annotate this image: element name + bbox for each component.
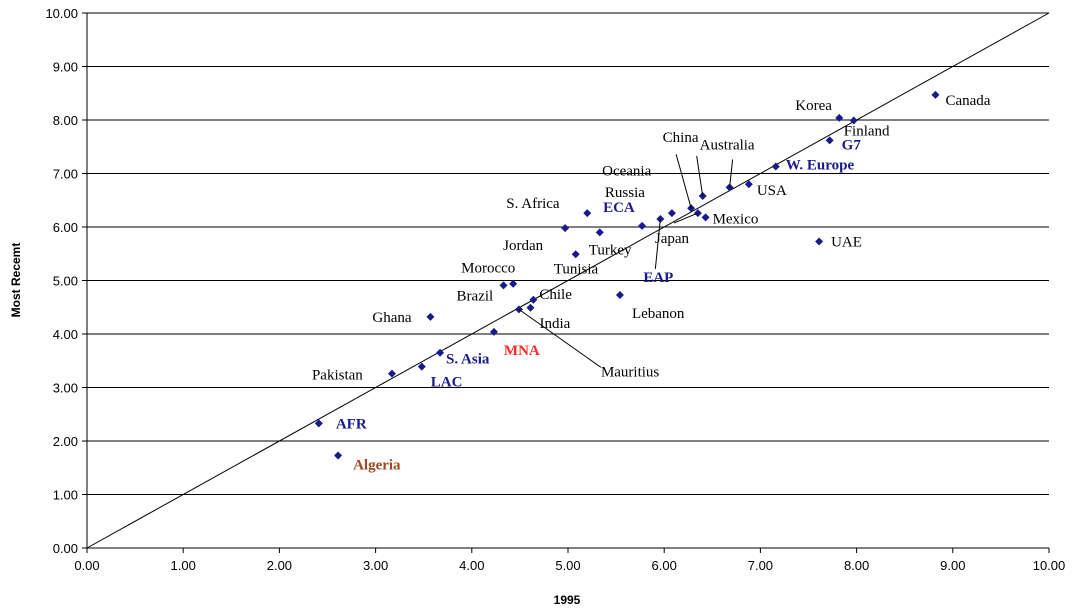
point-russia xyxy=(668,209,676,217)
label-india: India xyxy=(539,316,570,332)
y-tick-label-7: 7.00 xyxy=(53,167,78,182)
point-algeria xyxy=(334,451,342,459)
label-brazil: Brazil xyxy=(457,288,494,304)
y-tick-label-2: 2.00 xyxy=(53,434,78,449)
x-tick-label-3: 3.00 xyxy=(363,558,388,573)
label-canada: Canada xyxy=(945,93,990,109)
x-tick-label-8: 8.00 xyxy=(844,558,869,573)
label-eap: EAP xyxy=(643,270,673,286)
label-korea: Korea xyxy=(795,98,832,114)
x-tick-label-5: 5.00 xyxy=(555,558,580,573)
label-mexico: Mexico xyxy=(713,211,759,227)
label-usa: USA xyxy=(757,183,787,199)
y-tick-label-4: 4.00 xyxy=(53,327,78,342)
label-morocco: Morocco xyxy=(461,261,515,277)
point-lebanon xyxy=(616,291,624,299)
label-japan: Japan xyxy=(655,231,690,247)
label-ghana: Ghana xyxy=(372,310,411,326)
label-china: China xyxy=(663,130,699,146)
label-w-europe: W. Europe xyxy=(786,158,855,174)
point-brazil xyxy=(500,281,508,289)
x-tick-label-10: 10.00 xyxy=(1033,558,1066,573)
y-axis-title: Most Recemt xyxy=(9,243,23,318)
label-oceania: Oceania xyxy=(602,163,651,179)
label-afr: AFR xyxy=(336,416,367,432)
gridlines xyxy=(87,13,1049,495)
label-lebanon: Lebanon xyxy=(632,306,685,322)
point-mexico xyxy=(702,213,710,221)
leader-oceania xyxy=(676,154,691,208)
label-tunisia: Tunisia xyxy=(554,261,599,277)
label-jordan: Jordan xyxy=(503,238,543,254)
label-turkey: Turkey xyxy=(589,242,632,258)
x-tick-label-7: 7.00 xyxy=(748,558,773,573)
y-tick-label-6: 6.00 xyxy=(53,220,78,235)
y-tick-label-0: 0.00 xyxy=(53,541,78,556)
point-jordan xyxy=(561,224,569,232)
point-ghana xyxy=(426,313,434,321)
point-chile xyxy=(529,296,537,304)
label-uae: UAE xyxy=(831,234,862,250)
point-mna xyxy=(490,328,498,336)
x-tick-label-2: 2.00 xyxy=(267,558,292,573)
y-tick-label-9: 9.00 xyxy=(53,60,78,75)
point-labels: CanadaKoreaFinlandG7W. EuropeUSAAustrali… xyxy=(312,93,991,474)
label-s-asia: S. Asia xyxy=(446,352,490,368)
y-tick-label-10: 10.00 xyxy=(45,6,78,21)
label-australia: Australia xyxy=(700,137,755,153)
label-s-africa: S. Africa xyxy=(506,196,560,212)
point-korea xyxy=(835,114,843,122)
y-tick-label-3: 3.00 xyxy=(53,381,78,396)
point-canada xyxy=(931,91,939,99)
x-tick-label-6: 6.00 xyxy=(652,558,677,573)
point-india xyxy=(526,304,534,312)
x-tick-label-0: 0.00 xyxy=(74,558,99,573)
x-axis-title: 1995 xyxy=(554,593,581,607)
label-algeria: Algeria xyxy=(353,457,401,473)
y-tick-label-1: 1.00 xyxy=(53,488,78,503)
point-g7 xyxy=(826,136,834,144)
label-russia: Russia xyxy=(605,185,645,201)
label-pakistan: Pakistan xyxy=(312,368,363,384)
label-g7: G7 xyxy=(842,137,862,153)
point-eca xyxy=(638,222,646,230)
label-mna: MNA xyxy=(504,343,540,359)
x-tick-label-4: 4.00 xyxy=(459,558,484,573)
label-mauritius: Mauritius xyxy=(601,364,659,380)
y-tick-label-8: 8.00 xyxy=(53,113,78,128)
x-tick-label-1: 1.00 xyxy=(171,558,196,573)
y-tick-label-5: 5.00 xyxy=(53,274,78,289)
point-turkey xyxy=(596,228,604,236)
label-eca: ECA xyxy=(603,200,635,216)
point-uae xyxy=(815,237,823,245)
x-tick-label-9: 9.00 xyxy=(940,558,965,573)
label-chile: Chile xyxy=(539,287,572,303)
label-lac: LAC xyxy=(431,375,463,391)
leader-china xyxy=(697,156,703,196)
point-tunisia xyxy=(572,250,580,258)
point-s-africa xyxy=(583,209,591,217)
